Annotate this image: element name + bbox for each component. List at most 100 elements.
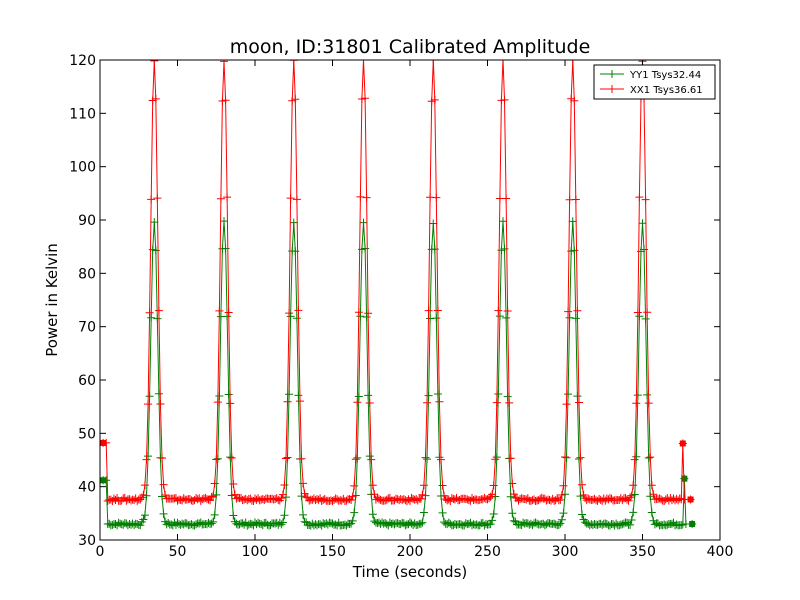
edge-marker [681, 475, 688, 482]
data-point [299, 510, 308, 519]
data-point [571, 314, 580, 323]
data-point [207, 493, 216, 502]
x-tick-label: 200 [397, 544, 424, 560]
data-point [224, 390, 233, 399]
data-point [418, 518, 427, 527]
data-point [215, 306, 224, 315]
data-point [365, 398, 374, 407]
data-point [159, 480, 168, 489]
data-point [492, 398, 501, 407]
x-axis-ticks: 0 50 100 150 200 250 300 350 400 [96, 60, 734, 560]
legend-label: XX1 Tsys36.61 [630, 85, 703, 96]
data-point [147, 313, 156, 322]
data-point [502, 194, 511, 203]
data-point [568, 217, 577, 226]
data-point [144, 400, 153, 409]
data-point [429, 219, 438, 228]
data-point [226, 399, 235, 408]
data-point [299, 479, 308, 488]
data-point [350, 508, 359, 517]
data-point [430, 95, 439, 104]
data-point [432, 314, 441, 323]
data-point [626, 520, 635, 529]
data-point [494, 390, 503, 399]
edge-marker [687, 496, 694, 503]
data-point [423, 455, 432, 464]
data-point [643, 308, 652, 317]
data-point [209, 517, 218, 526]
x-tick-label: 100 [242, 544, 269, 560]
data-point [647, 508, 656, 517]
edge-marker [100, 439, 107, 446]
data-point [220, 217, 228, 226]
data-point [503, 307, 512, 316]
data-point [292, 195, 301, 204]
data-point [354, 308, 363, 317]
data-point [156, 400, 165, 409]
data-point [574, 398, 583, 407]
data-point [437, 455, 445, 464]
y-tick-label: 70 [78, 320, 96, 336]
data-point [213, 398, 222, 407]
legend-marker [608, 70, 616, 78]
data-point [647, 481, 656, 490]
data-point [644, 453, 653, 462]
chart-title: moon, ID:31801 Calibrated Amplitude [230, 36, 591, 58]
data-point [283, 453, 292, 462]
data-point [361, 94, 370, 103]
x-tick-label: 350 [629, 544, 656, 560]
legend-marker [608, 85, 616, 93]
data-point [424, 391, 433, 400]
data-point [145, 308, 154, 317]
data-point [638, 219, 647, 228]
data-point [153, 314, 162, 323]
data-point [226, 453, 235, 462]
data-point [223, 193, 232, 202]
data-point [574, 455, 583, 464]
data-point [570, 96, 579, 105]
data-point [348, 516, 357, 525]
data-point [554, 521, 563, 530]
data-point [278, 518, 287, 527]
data-point [353, 453, 362, 462]
data-point [150, 60, 159, 65]
data-point [494, 306, 503, 315]
data-point [285, 309, 294, 318]
data-point [154, 306, 163, 315]
data-point [643, 390, 652, 399]
data-point [295, 397, 304, 406]
data-point [416, 494, 425, 503]
data-point [627, 515, 636, 524]
x-tick-label: 400 [707, 544, 734, 560]
data-point [350, 481, 359, 490]
data-point [675, 494, 684, 503]
edge-marker [679, 440, 686, 447]
x-tick-label: 150 [319, 544, 346, 560]
data-point [505, 398, 514, 407]
data-point [277, 494, 286, 503]
data-point [565, 313, 574, 322]
data-point [154, 389, 163, 398]
y-tick-label: 80 [78, 266, 96, 282]
data-point [215, 392, 224, 401]
data-point [145, 392, 154, 401]
data-point [142, 455, 151, 464]
data-point [488, 490, 497, 499]
data-point [506, 454, 515, 463]
data-point [289, 218, 298, 227]
data-point [207, 519, 216, 528]
data-point [488, 516, 497, 525]
data-point [626, 493, 635, 502]
data-point [508, 479, 517, 488]
data-point [559, 509, 568, 518]
data-point [286, 312, 295, 321]
data-point [646, 453, 655, 462]
data-point [291, 95, 300, 104]
data-point [635, 193, 644, 202]
data-point [635, 312, 644, 321]
data-point [362, 312, 371, 321]
data-point [216, 194, 225, 203]
y-tick-label: 40 [78, 480, 96, 496]
data-point [356, 312, 365, 321]
data-point [220, 60, 228, 66]
